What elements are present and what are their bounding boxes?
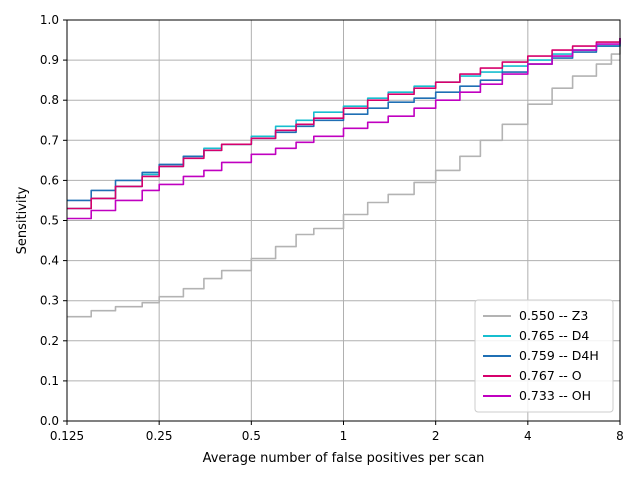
legend-entry: 0.733 -- OH: [519, 388, 591, 403]
y-tick-label: 0.1: [40, 374, 59, 388]
y-tick-label: 0.9: [40, 53, 59, 67]
x-tick-label: 0.5: [242, 429, 261, 443]
y-tick-label: 0.7: [40, 133, 59, 147]
x-tick-label: 4: [524, 429, 532, 443]
legend-entry: 0.759 -- D4H: [519, 348, 599, 363]
legend-entry: 0.550 -- Z3: [519, 308, 588, 323]
x-tick-label: 2: [432, 429, 440, 443]
x-tick-label: 1: [340, 429, 348, 443]
x-tick-label: 8: [616, 429, 624, 443]
x-axis-ticks: 0.125 0.25 0.5 1 2 4 8: [50, 421, 624, 443]
series-line-3: [67, 38, 621, 210]
y-tick-label: 0.4: [40, 254, 59, 268]
y-tick-label: 0.6: [40, 173, 59, 187]
x-axis-label: Average number of false positives per sc…: [203, 451, 485, 466]
y-tick-label: 0.3: [40, 294, 59, 308]
y-axis-label: Sensitivity: [15, 186, 30, 254]
series-line-4: [67, 38, 621, 220]
x-tick-label: 0.25: [146, 429, 173, 443]
y-tick-label: 0.5: [40, 214, 59, 228]
series-lines: [67, 38, 621, 318]
y-axis-ticks: 0.0 0.1 0.2 0.3 0.4 0.5 0.6 0.7 0.8 0.9 1.0: [40, 13, 67, 428]
legend-entry: 0.767 -- O: [519, 368, 582, 383]
x-tick-label: 0.125: [50, 429, 84, 443]
legend: 0.550 -- Z3 0.765 -- D4 0.759 -- D4H 0.767 …: [474, 299, 614, 413]
y-tick-label: 1.0: [40, 13, 59, 27]
legend-entry: 0.765 -- D4: [519, 328, 589, 343]
series-line-0: [67, 42, 621, 318]
y-tick-label: 0.2: [40, 334, 59, 348]
y-tick-label: 0.0: [40, 414, 59, 428]
legend-box: [474, 299, 614, 413]
y-tick-label: 0.8: [40, 93, 59, 107]
